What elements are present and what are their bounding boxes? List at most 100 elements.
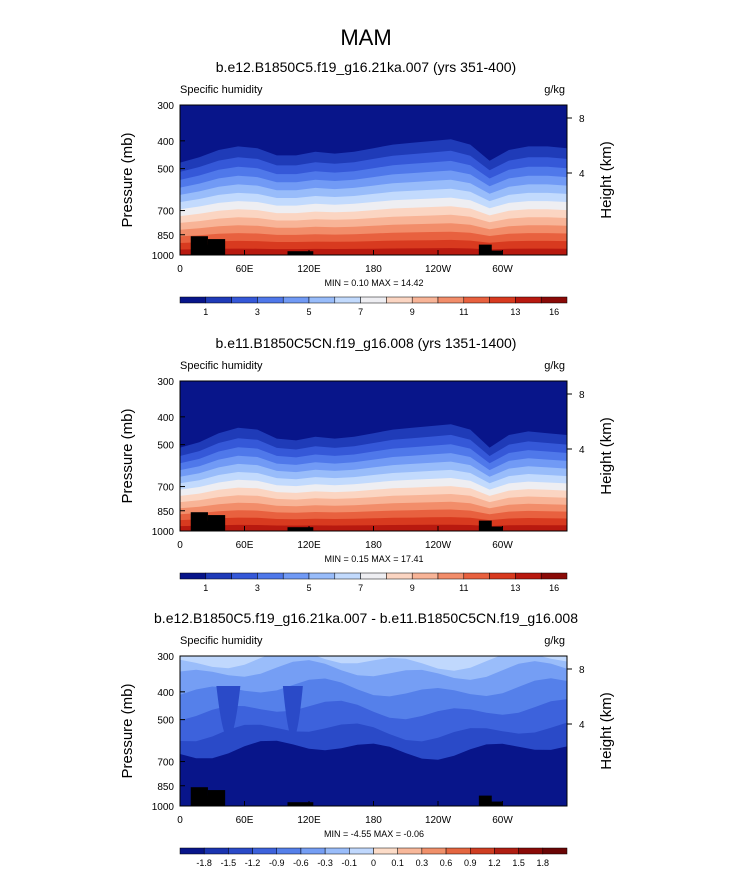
stats-label: MIN = 0.15 MAX = 17.41	[324, 554, 423, 564]
colorbar-label: 16	[549, 307, 559, 317]
colorbar-swatch	[540, 572, 568, 580]
colorbar-swatch	[445, 847, 471, 855]
y-right-tick-label: 8	[579, 390, 585, 401]
topography-block	[287, 527, 314, 531]
units-label: g/kg	[544, 84, 565, 96]
y-tick-label: 850	[157, 231, 174, 242]
x-tick-label: 120E	[297, 264, 321, 275]
y-axis-title: Pressure (mb)	[119, 683, 136, 778]
colorbar-label: 5	[306, 307, 311, 317]
colorbar-label: 11	[459, 583, 468, 593]
colorbar-label: 11	[459, 307, 468, 317]
y-axis-title: Pressure (mb)	[119, 408, 136, 503]
colorbar-swatch	[360, 572, 387, 580]
field-band	[180, 656, 567, 671]
x-tick-label: 0	[177, 540, 183, 551]
colorbar-label: 16	[549, 583, 559, 593]
field-band	[216, 686, 241, 739]
colorbar-swatch	[276, 847, 302, 855]
panel-title: b.e12.B1850C5.f19_g16.21ka.007 - b.e11.B…	[154, 610, 578, 626]
colorbar-swatch	[179, 296, 207, 304]
y-tick-label: 300	[157, 652, 174, 663]
colorbar-swatch	[360, 296, 387, 304]
colorbar-label: -1.5	[221, 858, 237, 868]
colorbar-swatch	[308, 296, 336, 304]
colorbar-swatch	[386, 296, 413, 304]
colorbar-label: 9	[410, 583, 415, 593]
colorbar-label: 0.6	[440, 858, 453, 868]
colorbar-label: -0.6	[293, 858, 309, 868]
topography-block	[481, 526, 503, 531]
colorbar-swatch	[349, 847, 374, 855]
colorbar-swatch	[494, 847, 519, 855]
y-tick-label: 700	[157, 483, 174, 494]
colorbar-swatch	[334, 572, 361, 580]
colorbar-swatch	[489, 296, 516, 304]
x-tick-label: 60E	[236, 540, 254, 551]
colorbar-swatch	[205, 572, 232, 580]
topography-block	[195, 795, 223, 806]
topography-block	[287, 251, 314, 255]
colorbar-swatch	[282, 572, 310, 580]
topography-block	[195, 520, 223, 531]
colorbar-label: 0	[371, 858, 376, 868]
colorbar-swatch	[282, 296, 310, 304]
x-tick-label: 120E	[297, 815, 321, 826]
x-tick-label: 60W	[492, 815, 513, 826]
colorbar-label: 0.9	[464, 858, 477, 868]
colorbar-swatch	[540, 296, 568, 304]
topography-block	[481, 801, 503, 806]
colorbar-label: 3	[255, 583, 260, 593]
field-layer	[180, 105, 567, 255]
colorbar-swatch	[386, 572, 413, 580]
colorbar-swatch	[231, 572, 258, 580]
y-tick-label: 850	[157, 507, 174, 518]
colorbar-label: 9	[410, 307, 415, 317]
y-tick-label: 400	[157, 137, 174, 148]
y-tick-label: 1000	[152, 527, 175, 538]
colorbar-label: 1.2	[488, 858, 501, 868]
colorbar-swatch	[463, 572, 490, 580]
y-right-tick-label: 8	[579, 114, 585, 125]
y-right-axis-title: Height (km)	[598, 417, 615, 495]
colorbar-swatch	[397, 847, 423, 855]
x-tick-label: 0	[177, 815, 183, 826]
colorbar-label: -1.8	[196, 858, 212, 868]
topography-block	[481, 250, 503, 255]
colorbar-swatch	[437, 296, 465, 304]
colorbar-swatch	[489, 572, 516, 580]
y-tick-label: 700	[157, 207, 174, 218]
y-tick-label: 1000	[152, 802, 175, 813]
colorbar-label: -0.3	[317, 858, 333, 868]
variable-label: Specific humidity	[180, 635, 263, 647]
panel-title: b.e11.B1850C5CN.f19_g16.008 (yrs 1351-14…	[216, 335, 517, 351]
colorbar-swatch	[518, 847, 544, 855]
colorbar-label: 7	[358, 583, 363, 593]
colorbar-swatch	[515, 296, 542, 304]
y-tick-label: 700	[157, 758, 174, 769]
colorbar-swatch	[334, 296, 361, 304]
colorbar-label: 1.8	[537, 858, 550, 868]
units-label: g/kg	[544, 635, 565, 647]
colorbar-label: 5	[306, 583, 311, 593]
colorbar-label: -0.1	[342, 858, 358, 868]
x-tick-label: 60W	[492, 264, 513, 275]
field-band	[282, 686, 303, 739]
x-tick-label: 180	[365, 540, 382, 551]
colorbar-label: 13	[510, 583, 520, 593]
panel-title: b.e12.B1850C5.f19_g16.21ka.007 (yrs 351-…	[216, 59, 516, 75]
y-tick-label: 500	[157, 716, 174, 727]
chart-panel-1: b.e12.B1850C5.f19_g16.21ka.007 (yrs 351-…	[119, 59, 615, 317]
colorbar-label: 3	[255, 307, 260, 317]
colorbar-label: 13	[510, 307, 520, 317]
x-tick-label: 120E	[297, 540, 321, 551]
field-band	[180, 381, 567, 448]
chart-panel-3: b.e12.B1850C5.f19_g16.21ka.007 - b.e11.B…	[119, 610, 615, 868]
x-tick-label: 180	[365, 264, 382, 275]
x-tick-label: 120W	[425, 540, 452, 551]
colorbar-label: -0.9	[269, 858, 285, 868]
x-tick-label: 120W	[425, 815, 452, 826]
y-right-tick-label: 4	[579, 445, 585, 456]
colorbar-swatch	[205, 296, 232, 304]
colorbar-swatch	[179, 847, 205, 855]
